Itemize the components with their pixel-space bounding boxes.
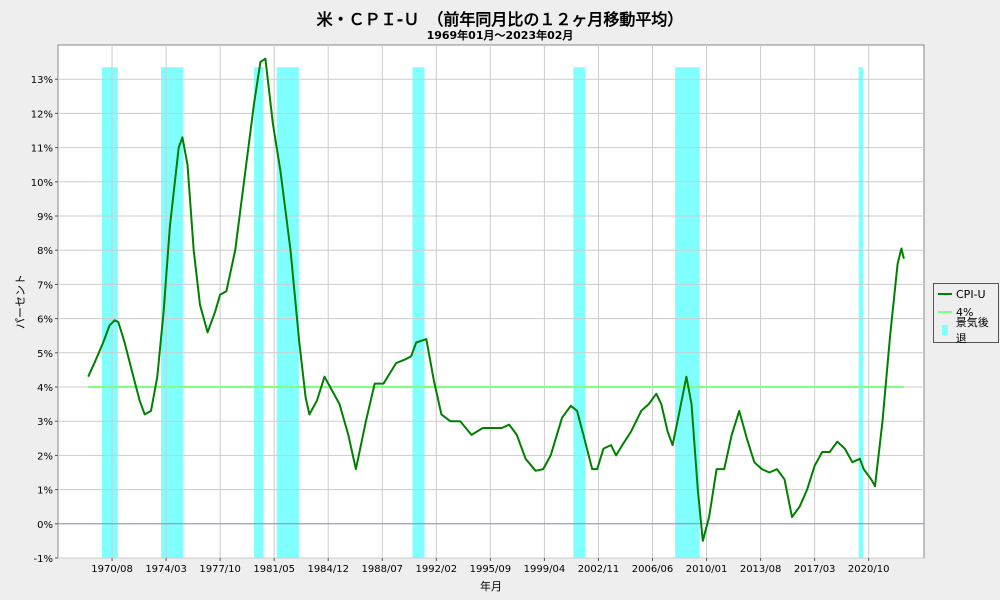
y-tick-label-11: 10% (31, 178, 53, 189)
y-tick-label-3: 2% (37, 451, 53, 462)
y-tick-label-12: 11% (31, 144, 53, 155)
x-tick-label-7: 1995/09 (470, 564, 512, 575)
grid-lines (58, 45, 924, 559)
y-tick-label-8: 7% (37, 280, 53, 291)
legend-label-4pct: 4% (956, 305, 974, 319)
y-tick-label-5: 4% (37, 383, 53, 394)
legend: CPI-U 4% 景気後退 (933, 283, 999, 345)
y-tick-label-13: 12% (31, 109, 53, 120)
y-axis-label: パーセント (14, 274, 27, 329)
series-line-cpi (87, 57, 905, 542)
x-tick-label-9: 2002/11 (578, 564, 620, 575)
y-tick-label-9: 8% (37, 246, 53, 257)
x-tick-label-0: 1970/08 (91, 564, 133, 575)
legend-swatch-4pct (938, 311, 952, 313)
chart-subtitle: 1969年01月～2023年02月 (426, 29, 574, 42)
x-tick-label-11: 2010/01 (686, 564, 728, 575)
y-tick-label-10: 9% (37, 212, 53, 223)
legend-label-cpi: CPI-U (956, 287, 986, 301)
legend-label-recession: 景気後退 (955, 316, 989, 345)
x-tick-label-8: 1999/04 (524, 564, 566, 575)
y-tick-label-6: 5% (37, 349, 53, 360)
y-tick-label-14: 13% (31, 75, 53, 86)
x-tick-label-3: 1981/05 (253, 564, 295, 575)
y-tick-label-4: 3% (37, 417, 53, 428)
x-tick-label-10: 2006/06 (632, 564, 674, 575)
recession-band-7 (858, 67, 864, 558)
legend-swatch-recession (942, 325, 948, 335)
recession-band-5 (573, 67, 586, 558)
x-tick-label-1: 1974/03 (145, 564, 187, 575)
recession-band-6 (675, 67, 700, 558)
legend-item-cpi: CPI-U (938, 287, 986, 301)
axes: -1% 0% 1% 2% 3% 4% 5% 6% 7% 8% 9% 10% 11% 12% 13% 1970/… (31, 75, 890, 575)
legend-swatch-cpi (938, 293, 952, 295)
y-tick-label-1: 0% (37, 520, 53, 531)
y-tick-label-0: -1% (34, 554, 53, 565)
recession-band-0 (101, 67, 118, 558)
x-tick-label-12: 2013/08 (740, 564, 782, 575)
legend-item-4pct: 4% (938, 305, 973, 319)
x-tick-label-14: 2020/10 (848, 564, 890, 575)
x-tick-label-4: 1984/12 (307, 564, 349, 575)
y-tick-label-7: 6% (37, 315, 53, 326)
recession-band-2 (254, 67, 264, 558)
recession-band-4 (412, 67, 425, 558)
x-tick-label-6: 1992/02 (416, 564, 458, 575)
series-lines (58, 57, 924, 542)
x-tick-label-2: 1977/10 (199, 564, 241, 575)
x-tick-label-13: 2017/03 (794, 564, 836, 575)
plot-background (57, 44, 925, 559)
y-tick-label-2: 1% (37, 486, 53, 497)
legend-item-recession: 景気後退 (938, 316, 998, 345)
x-tick-label-5: 1988/07 (362, 564, 404, 575)
x-axis-label: 年月 (480, 579, 502, 593)
chart-title: 米・ＣＰＩ-Ｕ （前年同月比の１２ヶ月移動平均） (316, 10, 684, 29)
